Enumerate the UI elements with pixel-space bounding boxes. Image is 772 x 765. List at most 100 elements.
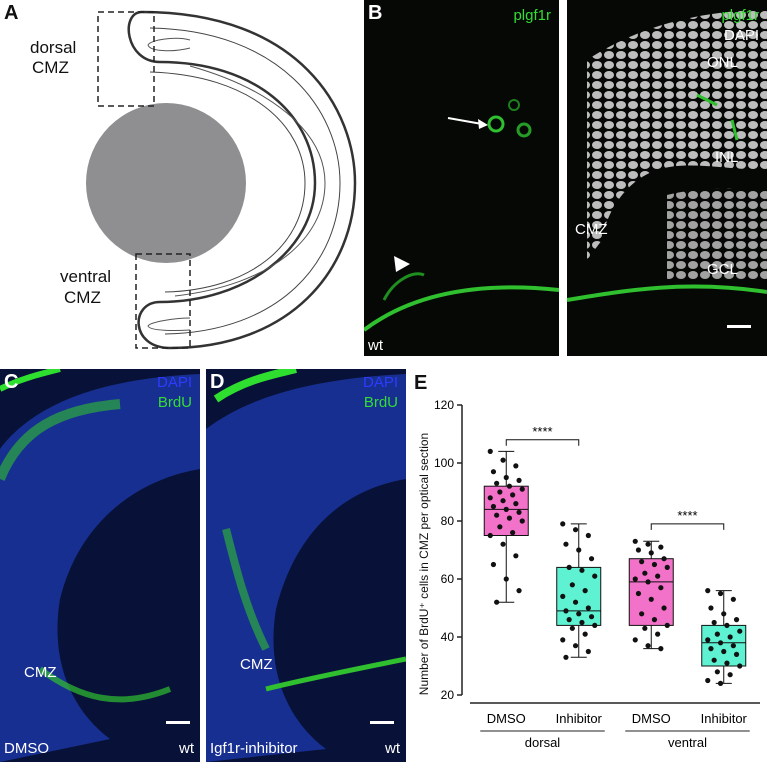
data-point [733, 617, 740, 623]
data-point [714, 631, 720, 637]
data-point [516, 588, 522, 594]
data-point [516, 477, 522, 483]
ventral-label-line-1: ventral [60, 267, 112, 286]
data-point [487, 495, 493, 501]
data-point [635, 547, 642, 553]
box-plot: 20 40 60 80 100 120 DMSO Inhibitor DMSO Inhibitor… [410, 395, 770, 765]
panel-b-letter: B [368, 2, 383, 24]
data-point [727, 672, 733, 678]
y-tick-label: 60 [441, 572, 455, 586]
data-point [655, 573, 661, 579]
panel-d-genotype: wt [385, 740, 400, 757]
panel-c-image: DAPI BrdU CMZ DMSO wt [0, 369, 200, 762]
data-point [645, 643, 651, 649]
panel-d-letter: D [210, 371, 225, 393]
panel-b-left-image: plgf1r wt [364, 0, 559, 356]
retina-schematic [86, 10, 357, 350]
data-point [494, 512, 500, 518]
data-point [506, 483, 513, 489]
data-point [576, 547, 582, 553]
data-point [582, 631, 588, 637]
y-axis-label: Number of BrdU⁺ cells in CMZ per optical… [417, 432, 431, 696]
data-point [560, 637, 566, 643]
data-point [506, 515, 513, 521]
retina-outline [127, 10, 357, 350]
data-point [664, 564, 670, 570]
data-point [724, 622, 730, 628]
data-point [585, 648, 591, 655]
data-point [572, 599, 579, 605]
data-point [510, 492, 516, 498]
data-point [572, 527, 579, 533]
data-point [566, 617, 572, 623]
data-point [658, 544, 664, 550]
data-point [711, 619, 717, 626]
data-point [664, 622, 670, 628]
data-point [651, 561, 658, 568]
retina-layer-2 [149, 71, 306, 293]
significance-bracket [505, 439, 580, 446]
x-category-label: Inhibitor [556, 711, 603, 726]
dorsal-label-line-1: dorsal [30, 38, 77, 57]
scale-bar [370, 721, 394, 724]
data-point [490, 469, 497, 475]
scale-bar [727, 325, 751, 328]
data-point [497, 524, 503, 530]
data-point [648, 550, 654, 556]
x-category-label: Inhibitor [701, 711, 748, 726]
data-point [721, 648, 727, 655]
data-point [645, 541, 651, 547]
data-point [730, 643, 736, 649]
data-point [563, 654, 569, 660]
data-point [642, 570, 648, 576]
data-point [494, 480, 500, 486]
panel-d-stain-1: DAPI [362, 374, 398, 391]
ventral-tip-line [147, 317, 191, 331]
data-point [563, 608, 569, 614]
panel-c-stain-1: DAPI [156, 374, 192, 391]
data-point [490, 561, 497, 568]
data-point [708, 646, 714, 652]
data-point [494, 599, 500, 605]
group-label: ventral [668, 735, 707, 750]
data-point [705, 588, 711, 594]
panel-b-left-stain: plgf1r [513, 7, 551, 24]
data-point [717, 590, 724, 597]
dorsal-label-line-2: CMZ [32, 58, 69, 77]
data-point [592, 622, 598, 628]
data-point [588, 614, 595, 620]
panel-b-genotype: wt [368, 337, 383, 354]
data-point [727, 634, 733, 640]
data-point [592, 573, 598, 579]
data-point [579, 619, 585, 626]
panel-a-letter: A [4, 2, 19, 24]
panel-d-cmz-label: CMZ [240, 656, 273, 673]
data-point [708, 605, 714, 611]
lens-disc [86, 103, 246, 263]
panel-d-stain-2: BrdU [363, 394, 398, 411]
data-point [651, 617, 658, 623]
data-point [569, 625, 575, 631]
scale-bar [166, 721, 190, 724]
gcl-label: GCL [707, 261, 738, 278]
data-point [503, 474, 509, 481]
significance-label: **** [677, 508, 697, 523]
y-tick-label: 120 [434, 398, 454, 412]
data-point [655, 631, 661, 637]
x-category-label: DMSO [632, 711, 671, 726]
data-point [648, 596, 654, 602]
y-tick-label: 80 [441, 514, 455, 528]
panel-c-stain-2: BrdU [157, 394, 192, 411]
panel-c-letter: C [4, 371, 19, 393]
data-point [487, 532, 493, 539]
data-point [632, 637, 638, 643]
data-point [585, 532, 591, 539]
panel-e-letter: E [414, 372, 428, 394]
x-category-label: DMSO [487, 711, 526, 726]
data-point [635, 590, 642, 597]
data-point [711, 657, 717, 663]
data-point [645, 579, 651, 585]
onl-label: ONL [707, 54, 738, 71]
y-tick-label: 20 [441, 688, 455, 702]
data-point [585, 605, 591, 611]
